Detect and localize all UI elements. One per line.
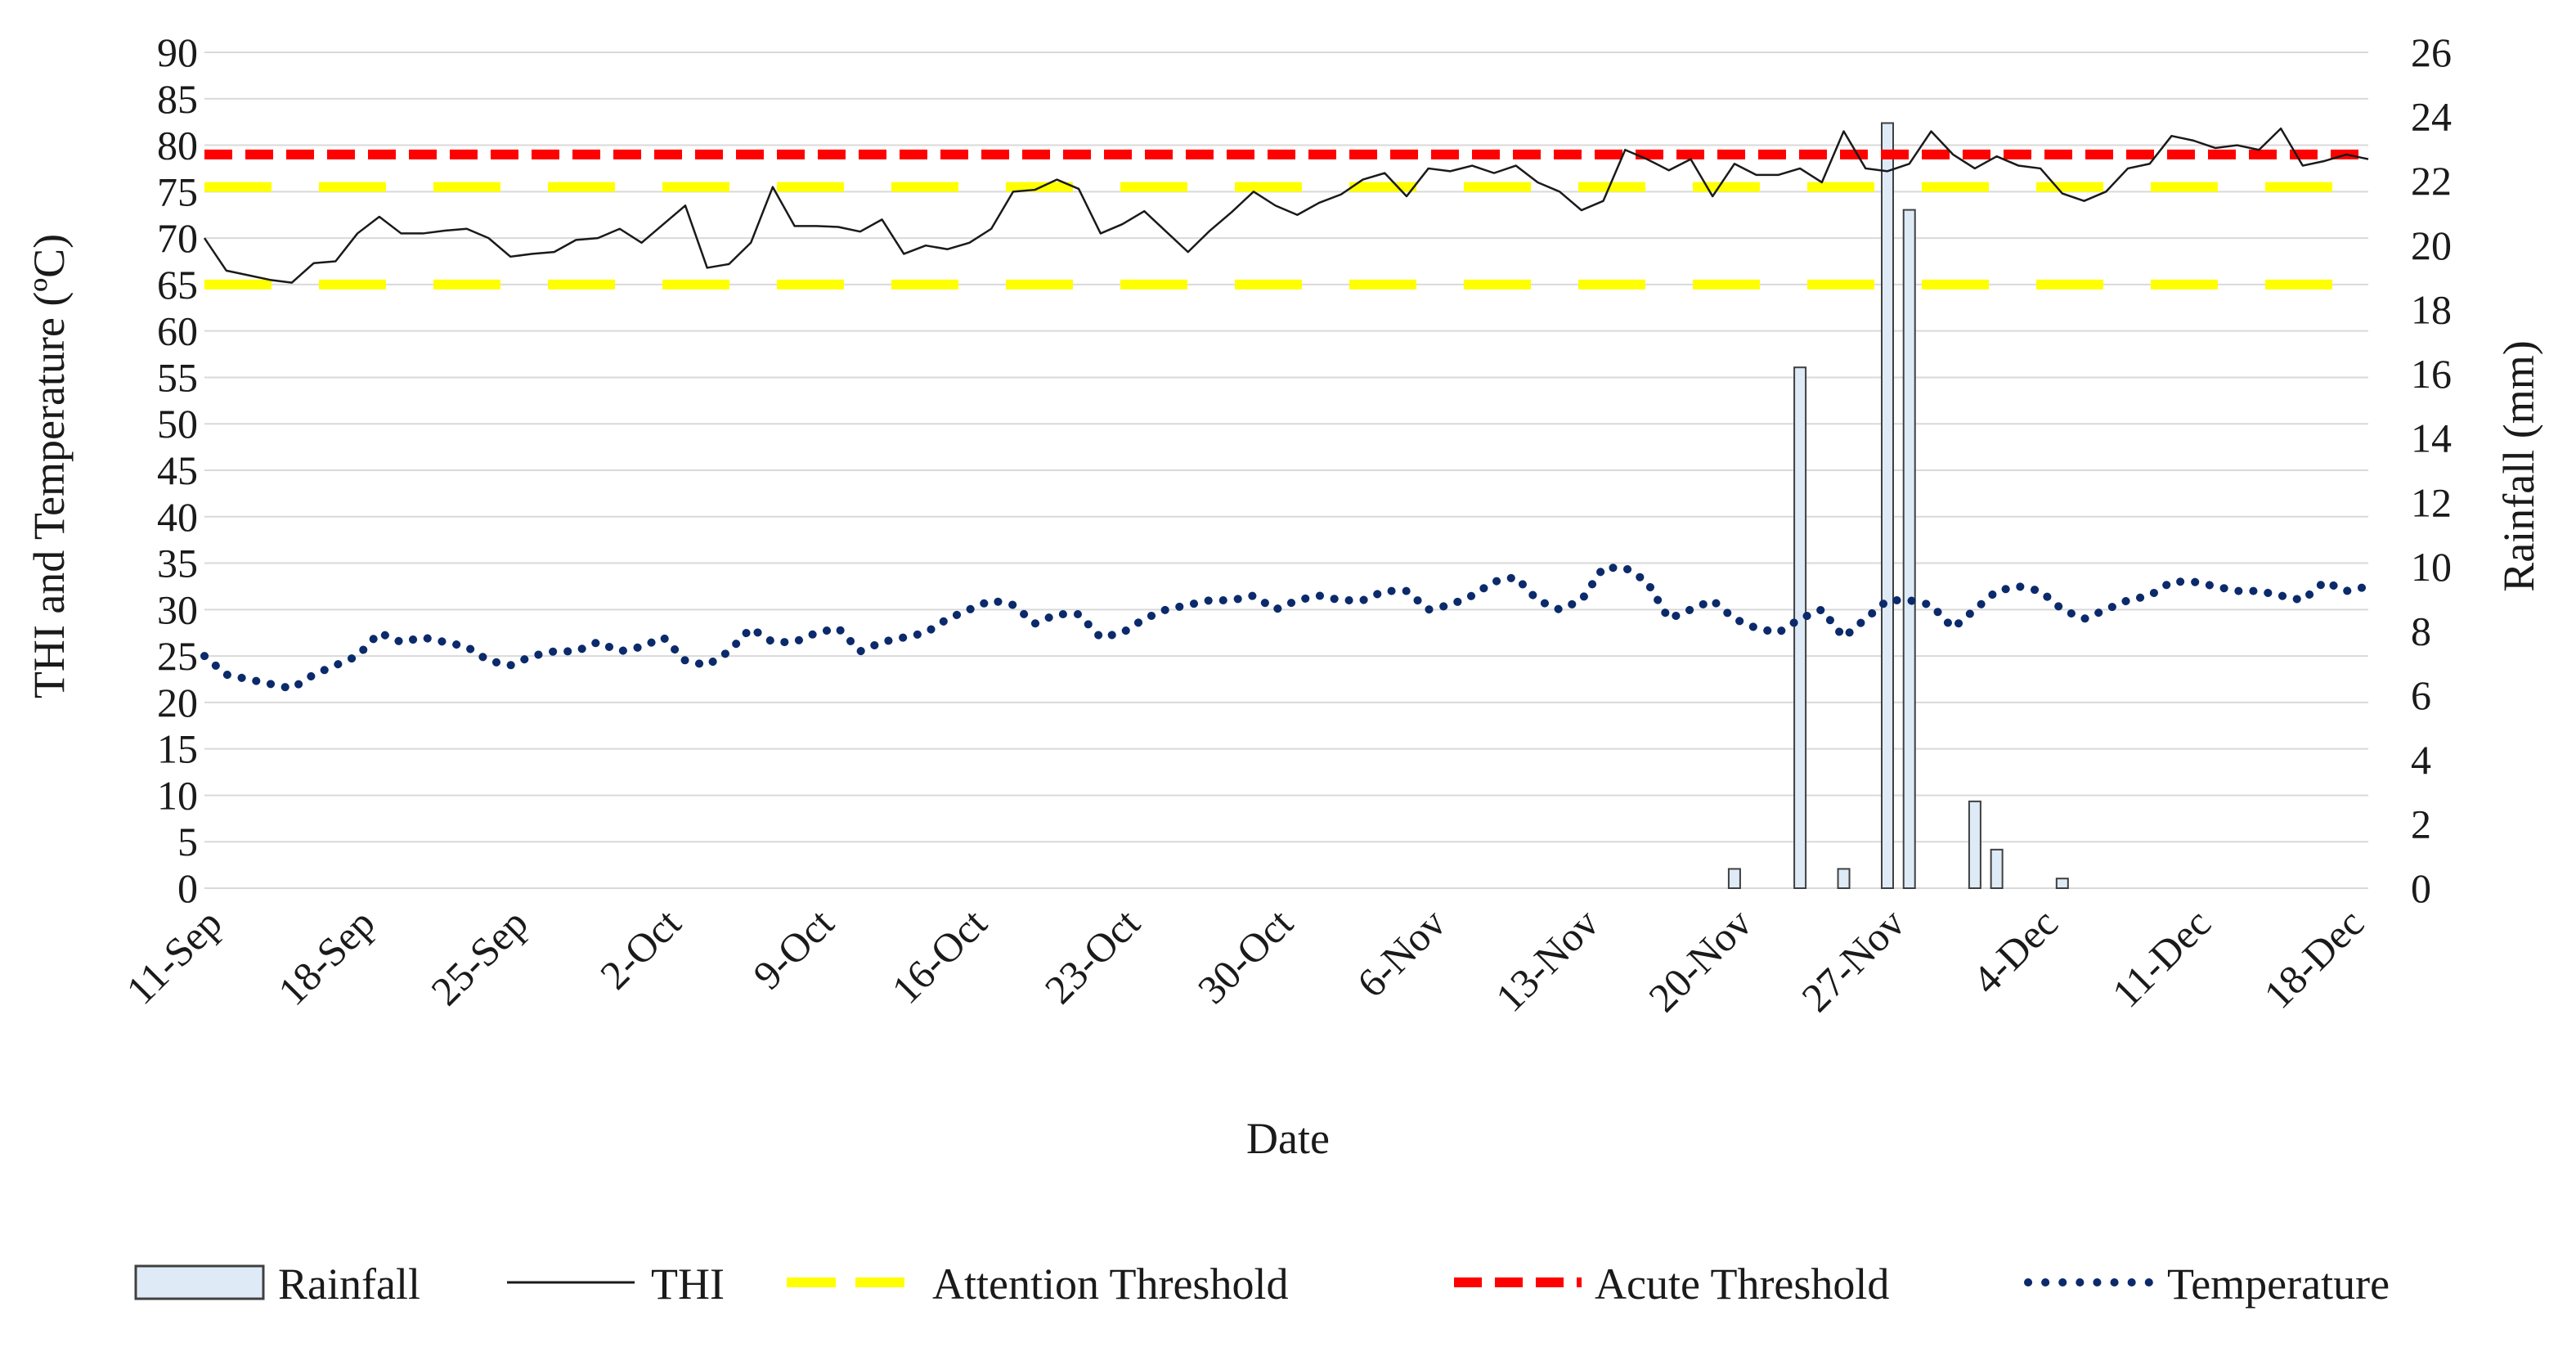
rainfall-bar: [1968, 800, 1981, 889]
legend-rainfall-label: Rainfall: [278, 1259, 420, 1309]
y2-tick-label-0: 0: [2411, 865, 2431, 911]
y-tick-label-75: 75: [157, 168, 198, 214]
rainfall-bar: [1793, 366, 1807, 889]
legend-thi-label: THI: [651, 1259, 725, 1309]
x-tick-label-6-Nov: 6-Nov: [1349, 900, 1455, 1006]
y2-tick-label-22: 22: [2411, 158, 2452, 204]
x-tick-label-11-Dec: 11-Dec: [2103, 900, 2219, 1016]
y2-tick-label-12: 12: [2411, 479, 2452, 525]
rainfall-bar: [1727, 868, 1741, 890]
x-tick-label-13-Nov: 13-Nov: [1487, 900, 1608, 1021]
y-tick-label-40: 40: [157, 494, 198, 540]
y2-tick-label-26: 26: [2411, 29, 2452, 75]
y2-tick-label-20: 20: [2411, 222, 2452, 268]
x-tick-label-27-Nov: 27-Nov: [1793, 900, 1914, 1021]
rainfall-bar: [2055, 878, 2069, 889]
y2-tick-label-8: 8: [2411, 608, 2431, 654]
y2-tick-label-14: 14: [2411, 415, 2452, 461]
x-tick-label-2-Oct: 2-Oct: [591, 900, 689, 998]
x-tick-label-18-Sep: 18-Sep: [269, 900, 384, 1014]
y-axis-title: THI and Temperature (ºC): [25, 234, 74, 698]
y-tick-label-35: 35: [157, 541, 198, 586]
y-tick-label-10: 10: [157, 772, 198, 818]
y2-tick-label-18: 18: [2411, 286, 2452, 332]
series-lines: [200, 127, 2372, 694]
y2-axis-title: Rainfall (mm): [2494, 340, 2543, 591]
y-tick-label-60: 60: [157, 308, 198, 354]
y-tick-label-70: 70: [157, 215, 198, 261]
y2-tick-label-24: 24: [2411, 94, 2452, 140]
gridlines: [204, 52, 2368, 889]
x-tick-label-30-Oct: 30-Oct: [1189, 900, 1302, 1012]
legend-attention-label: Attention Threshold: [932, 1259, 1288, 1309]
x-tick-label-23-Oct: 23-Oct: [1036, 900, 1149, 1012]
x-tick-label-25-Sep: 25-Sep: [422, 900, 536, 1014]
rainfall-bars: [1727, 122, 2069, 890]
y2-tick-label-6: 6: [2411, 672, 2431, 718]
threshold-lines: [204, 149, 2368, 290]
y-tick-label-55: 55: [157, 354, 198, 400]
y2-tick-label-4: 4: [2411, 737, 2431, 783]
y-tick-label-85: 85: [157, 76, 198, 122]
legend: Rainfall THI Attention Threshold Acute T…: [134, 1259, 2390, 1309]
y-tick-label-45: 45: [157, 447, 198, 493]
y-tick-label-90: 90: [157, 29, 198, 75]
thi-line: [203, 127, 2369, 284]
y-tick-label-0: 0: [177, 865, 198, 911]
y-tick-label-65: 65: [157, 262, 198, 308]
legend-acute-label: Acute Threshold: [1595, 1259, 1889, 1309]
y-tick-label-20: 20: [157, 680, 198, 725]
x-tick-label-9-Oct: 9-Oct: [744, 900, 842, 998]
y-tick-label-80: 80: [157, 123, 198, 168]
rainfall-bar: [1990, 848, 2004, 890]
y-tick-label-25: 25: [157, 633, 198, 679]
x-tick-label-20-Nov: 20-Nov: [1640, 900, 1761, 1021]
x-tick-label-4-Dec: 4-Dec: [1963, 900, 2067, 1003]
legend-temperature-label: Temperature: [2167, 1259, 2390, 1309]
x-axis-title: Date: [1246, 1114, 1330, 1163]
rainfall-bar: [1902, 209, 1916, 890]
temperature-line: [200, 563, 2372, 694]
y2-tick-label-2: 2: [2411, 801, 2431, 846]
y-tick-label-15: 15: [157, 726, 198, 772]
x-tick-label-18-Dec: 18-Dec: [2255, 900, 2372, 1017]
y2-tick-label-16: 16: [2411, 351, 2452, 397]
rainfall-bar: [1837, 868, 1851, 890]
y-tick-label-50: 50: [157, 401, 198, 447]
x-tick-label-11-Sep: 11-Sep: [117, 900, 230, 1012]
legend-rainfall-swatch: [134, 1264, 265, 1300]
rainfall-bar: [1881, 122, 1894, 889]
x-tick-label-16-Oct: 16-Oct: [882, 900, 995, 1012]
y-tick-label-30: 30: [157, 586, 198, 632]
y2-tick-label-10: 10: [2411, 544, 2452, 590]
x-axis-ticks: 11-Sep 18-Sep 25-Sep 2-Oct 9-Oct 16-Oct 23-Oct…: [117, 900, 2372, 1021]
y-tick-label-5: 5: [177, 819, 198, 864]
